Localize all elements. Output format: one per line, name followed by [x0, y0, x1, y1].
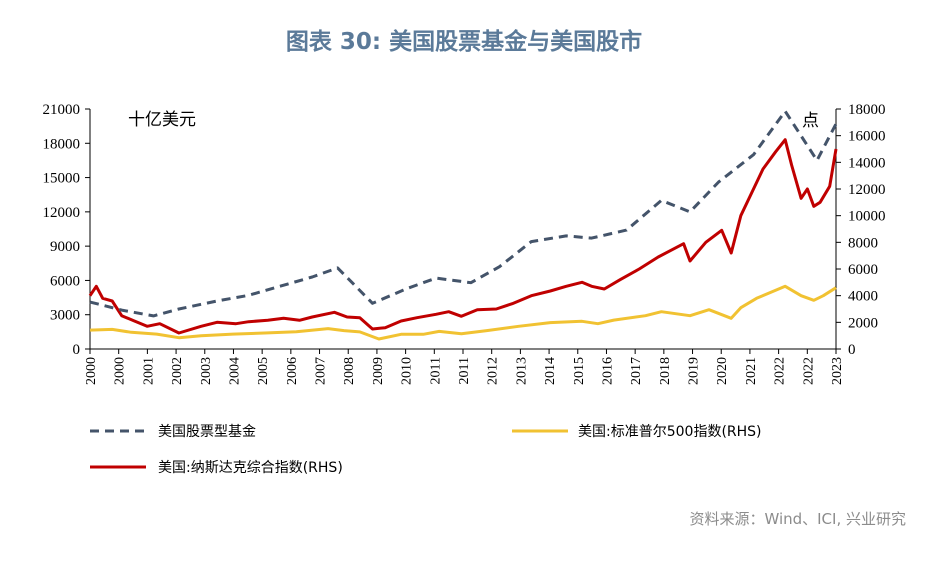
- x-tick-label: 2006: [285, 357, 300, 385]
- right-tick-label: 14000: [848, 155, 886, 171]
- x-tick-label: 2005: [256, 357, 271, 385]
- left-tick-label: 15000: [43, 171, 81, 187]
- x-tick-label: 2019: [687, 357, 702, 385]
- series-equity-funds-line: [89, 109, 838, 318]
- x-tick-label: 2002: [170, 357, 185, 385]
- x-tick-label: 2010: [400, 357, 415, 385]
- right-tick-label: 0: [848, 342, 856, 358]
- right-tick-label: 10000: [848, 209, 886, 225]
- plot-area: [88, 109, 838, 341]
- legend: 美国股票型基金 美国:标准普尔500指数(RHS) 美国:纳斯达克综合指数(RH…: [90, 423, 762, 476]
- right-unit-label: 点: [802, 111, 819, 131]
- right-tick-label: 4000: [848, 289, 878, 305]
- left-tick-label: 0: [73, 342, 81, 358]
- source-note: 资料来源：Wind、ICI, 兴业研究: [689, 510, 906, 528]
- x-tick-label: 2003: [199, 357, 214, 385]
- right-tick-label: 8000: [848, 235, 878, 251]
- legend-label-equity-funds: 美国股票型基金: [158, 423, 256, 440]
- x-tick-label: 2016: [600, 357, 615, 385]
- x-tick-label: 2021: [744, 357, 759, 385]
- x-tick-label: 2011: [457, 357, 472, 384]
- x-tick-label: 2008: [342, 357, 357, 385]
- chart-title: 图表 30: 美国股票基金与美国股市: [285, 29, 643, 55]
- left-tick-label: 9000: [50, 239, 80, 255]
- x-tick-label: 2020: [715, 357, 730, 385]
- x-tick-label: 2017: [629, 357, 644, 385]
- left-tick-label: 6000: [50, 273, 80, 289]
- x-tick-label: 2015: [572, 357, 587, 385]
- right-tick-label: 6000: [848, 262, 878, 278]
- x-tick-label: 2018: [658, 357, 673, 385]
- right-tick-label: 2000: [848, 315, 878, 331]
- x-tick-label: 2023: [830, 357, 845, 385]
- right-tick-label: 18000: [848, 102, 886, 118]
- x-tick-label: 2000: [84, 357, 99, 385]
- x-tick-label: 2022: [773, 357, 788, 385]
- left-tick-label: 18000: [43, 136, 81, 152]
- x-tick-label: 2013: [514, 357, 529, 385]
- x-tick-label: 2009: [371, 357, 386, 385]
- x-tick-label: 2007: [314, 357, 329, 385]
- x-tick-label: 2014: [543, 357, 558, 385]
- x-tick-label: 2022: [801, 357, 816, 385]
- x-tick-label: 2012: [486, 357, 501, 385]
- x-tick-label: 2001: [141, 357, 156, 385]
- axes: 0300060009000120001500018000210000200040…: [43, 102, 886, 385]
- left-tick-label: 12000: [43, 205, 81, 221]
- x-tick-label: 2011: [428, 357, 443, 384]
- left-tick-label: 3000: [50, 308, 80, 324]
- x-tick-label: 2000: [113, 357, 128, 385]
- right-tick-label: 16000: [848, 129, 886, 145]
- series-nasdaq-line: [88, 138, 838, 335]
- legend-label-sp500: 美国:标准普尔500指数(RHS): [578, 424, 762, 440]
- right-tick-label: 12000: [848, 182, 886, 198]
- left-unit-label: 十亿美元: [128, 110, 196, 130]
- x-tick-label: 2004: [227, 357, 242, 385]
- legend-label-nasdaq: 美国:纳斯达克综合指数(RHS): [158, 460, 343, 476]
- left-tick-label: 21000: [43, 102, 81, 118]
- series-sp500-line: [89, 284, 837, 341]
